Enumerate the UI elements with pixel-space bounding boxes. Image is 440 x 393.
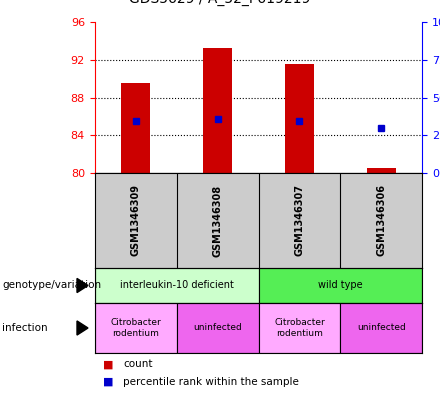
Text: GSM1346306: GSM1346306: [377, 184, 386, 257]
Text: wild type: wild type: [318, 281, 363, 290]
Bar: [95, 268, 259, 303]
Bar: [341, 303, 422, 353]
Bar: [259, 268, 422, 303]
Text: ■: ■: [103, 377, 114, 387]
Bar: [95, 303, 176, 353]
Text: percentile rank within the sample: percentile rank within the sample: [123, 377, 299, 387]
Text: interleukin-10 deficient: interleukin-10 deficient: [120, 281, 234, 290]
Bar: [203, 48, 232, 173]
Text: ■: ■: [103, 359, 114, 369]
Polygon shape: [77, 321, 88, 335]
Text: GSM1346308: GSM1346308: [213, 184, 223, 257]
Text: infection: infection: [2, 323, 48, 333]
Bar: [259, 303, 341, 353]
Text: GDS5629 / A_52_P619219: GDS5629 / A_52_P619219: [129, 0, 311, 6]
Text: GSM1346307: GSM1346307: [294, 184, 304, 257]
Text: GSM1346309: GSM1346309: [131, 184, 140, 257]
Text: uninfected: uninfected: [193, 323, 242, 332]
Text: Citrobacter
rodentium: Citrobacter rodentium: [274, 318, 325, 338]
Text: Citrobacter
rodentium: Citrobacter rodentium: [110, 318, 161, 338]
Polygon shape: [77, 278, 88, 292]
Bar: [121, 83, 150, 173]
Bar: [285, 64, 314, 173]
Bar: [367, 168, 396, 173]
Text: genotype/variation: genotype/variation: [2, 281, 101, 290]
Bar: [176, 303, 259, 353]
Text: count: count: [123, 359, 153, 369]
Text: uninfected: uninfected: [357, 323, 406, 332]
